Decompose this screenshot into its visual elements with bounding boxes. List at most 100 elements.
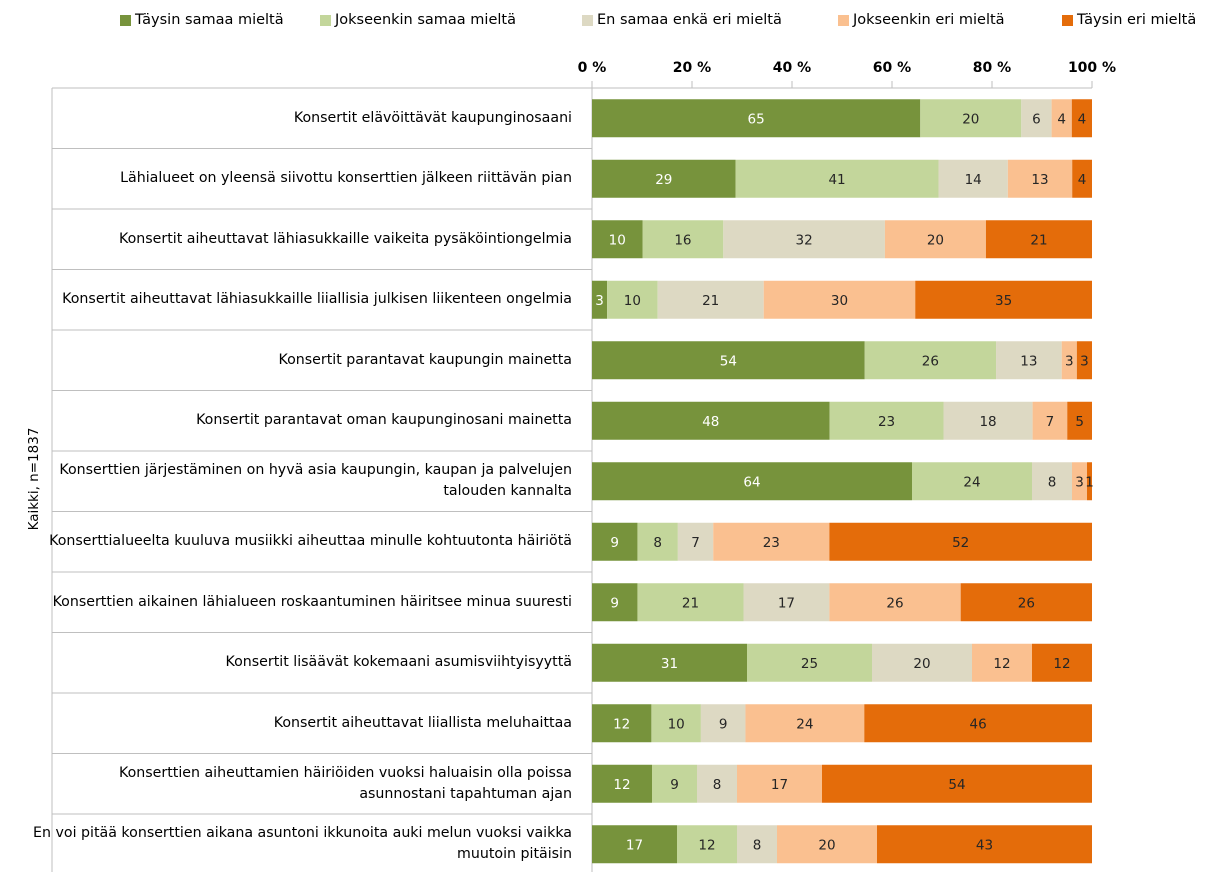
- data-label: 10: [624, 293, 641, 309]
- bar-segment: [697, 764, 737, 803]
- bar-segment: [829, 401, 944, 440]
- bar-segment: [777, 825, 877, 864]
- data-label: 3: [1075, 474, 1084, 490]
- data-label: 9: [670, 777, 679, 793]
- data-label: 17: [626, 837, 643, 853]
- bar-segment: [1071, 99, 1092, 138]
- bar-segment: [1072, 462, 1087, 501]
- category-label: Konserttien aikainen lähialueen roskaant…: [52, 593, 572, 610]
- bar-segment: [864, 341, 997, 380]
- bar-segment: [652, 764, 697, 803]
- bar-segment: [642, 220, 724, 259]
- bar-segment: [1067, 401, 1092, 440]
- legend-label: Täysin samaa mieltä: [135, 12, 284, 28]
- bar-segment: [872, 643, 972, 682]
- bar-segment: [745, 704, 865, 743]
- bar-segment: [864, 704, 1092, 743]
- data-label: 12: [993, 656, 1010, 672]
- bar-segment: [713, 522, 830, 561]
- data-label: 23: [878, 414, 895, 430]
- legend-swatch: [120, 14, 131, 26]
- category-label: Konserttien järjestäminen on hyvä asia k…: [59, 462, 572, 500]
- bar-segment: [1061, 341, 1077, 380]
- data-label: 4: [1078, 172, 1087, 188]
- x-tick-label: 100 %: [1068, 60, 1116, 76]
- legend-swatch: [1062, 14, 1073, 26]
- bar-segment: [996, 341, 1062, 380]
- data-label: 26: [1018, 595, 1035, 611]
- data-label: 26: [922, 353, 939, 369]
- x-tick-label: 80 %: [973, 60, 1011, 76]
- data-label: 41: [828, 172, 845, 188]
- category-label: Konserttien aiheuttamien häiriöiden vuok…: [118, 764, 572, 802]
- data-label: 17: [771, 777, 788, 793]
- x-tick-label: 0 %: [578, 60, 607, 76]
- bar-segment: [735, 159, 939, 198]
- data-label: 9: [610, 535, 619, 551]
- bar-segment: [637, 583, 744, 622]
- data-label: 54: [720, 353, 737, 369]
- data-label: 65: [748, 111, 765, 127]
- legend-swatch: [582, 14, 593, 26]
- legend-label: Täysin eri mieltä: [1077, 12, 1197, 28]
- chart-legend: Täysin samaa mieltä Jokseenkin samaa miel…: [0, 0, 1216, 40]
- data-label: 9: [610, 595, 619, 611]
- bar-segment: [677, 825, 737, 864]
- data-label: 48: [702, 414, 719, 430]
- data-label: 20: [962, 111, 979, 127]
- bar-segment: [1076, 341, 1092, 380]
- data-label: 21: [1030, 232, 1047, 248]
- bar-segment: [737, 825, 777, 864]
- data-label: 25: [801, 656, 818, 672]
- data-label: 43: [976, 837, 993, 853]
- bar-segment: [1087, 462, 1092, 501]
- legend-item: Täysin samaa mieltä: [120, 12, 284, 28]
- data-label: 21: [702, 293, 719, 309]
- legend-swatch: [838, 14, 849, 26]
- data-label: 46: [970, 716, 987, 732]
- data-label: 6: [1032, 111, 1041, 127]
- legend-item: Täysin eri mieltä: [1062, 12, 1196, 28]
- bar-segment: [737, 764, 822, 803]
- data-label: 12: [613, 777, 630, 793]
- data-label: 8: [653, 535, 662, 551]
- data-label: 8: [1048, 474, 1057, 490]
- data-label: 3: [1080, 353, 1089, 369]
- data-label: 3: [595, 293, 604, 309]
- category-label: Konsertit parantavat kaupungin mainetta: [278, 351, 572, 368]
- bar-segment: [592, 159, 736, 198]
- bar-segment: [592, 764, 652, 803]
- category-label: Konsertit lisäävät kokemaani asumisviiht…: [225, 654, 572, 671]
- bar-segment: [960, 583, 1092, 622]
- data-label: 17: [778, 595, 795, 611]
- legend-label: Jokseenkin samaa mieltä: [335, 12, 516, 28]
- category-label: Konserttialueelta kuuluva musiikki aiheu…: [49, 533, 572, 550]
- data-label: 24: [963, 474, 980, 490]
- bar-segment: [637, 522, 678, 561]
- data-label: 23: [763, 535, 780, 551]
- bar-segment: [592, 643, 747, 682]
- bar-segment: [877, 825, 1092, 864]
- data-label: 4: [1057, 111, 1066, 127]
- x-tick-label: 40 %: [773, 60, 811, 76]
- legend-item: Jokseenkin samaa mieltä: [320, 12, 516, 28]
- bar-segment: [1072, 159, 1092, 198]
- bar-segment: [700, 704, 746, 743]
- bar-segment: [1051, 99, 1072, 138]
- bar-segment: [592, 99, 921, 138]
- bar-segment: [985, 220, 1092, 259]
- category-label: Konsertit parantavat oman kaupunginosani…: [196, 412, 572, 429]
- bar-segment: [607, 280, 658, 319]
- data-label: 16: [674, 232, 691, 248]
- bar-segment: [592, 341, 865, 380]
- bar-segment: [884, 220, 986, 259]
- bar-segment: [972, 643, 1032, 682]
- bar-segment: [592, 825, 677, 864]
- bar-segment: [723, 220, 885, 259]
- data-label: 13: [1020, 353, 1037, 369]
- bar-segment: [651, 704, 701, 743]
- x-tick-label: 20 %: [673, 60, 711, 76]
- data-label: 9: [719, 716, 728, 732]
- data-label: 52: [952, 535, 969, 551]
- legend-item: Jokseenkin eri mieltä: [838, 12, 1005, 28]
